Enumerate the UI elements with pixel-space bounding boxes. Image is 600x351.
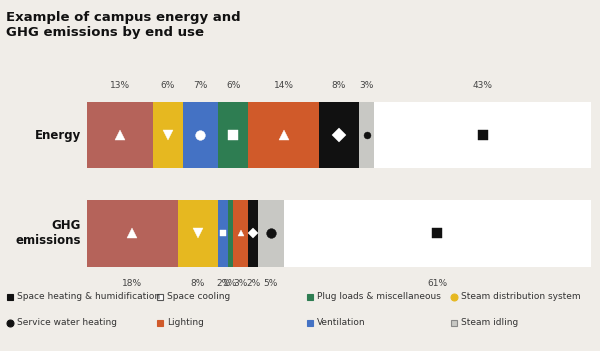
Text: Service water heating: Service water heating (17, 318, 117, 327)
Bar (218, 200, 228, 267)
Text: Energy: Energy (35, 128, 81, 142)
Text: Plug loads & miscellaneous: Plug loads & miscellaneous (317, 292, 440, 301)
Text: Example of campus energy and
GHG emissions by end use: Example of campus energy and GHG emissio… (6, 11, 241, 39)
Text: Lighting: Lighting (167, 318, 203, 327)
Text: 61%: 61% (427, 279, 448, 288)
Bar (259, 200, 284, 267)
Text: 3%: 3% (359, 81, 374, 90)
Bar (87, 102, 152, 168)
Bar (374, 102, 591, 168)
Bar (233, 200, 248, 267)
Text: Steam idling: Steam idling (461, 318, 518, 327)
Text: Space cooling: Space cooling (167, 292, 230, 301)
Text: 7%: 7% (193, 81, 208, 90)
Bar (178, 200, 218, 267)
Text: 14%: 14% (274, 81, 293, 90)
Bar (228, 200, 233, 267)
Text: Space heating & humidification: Space heating & humidification (17, 292, 160, 301)
Text: 2%: 2% (246, 279, 260, 288)
Bar (248, 200, 259, 267)
Bar (183, 102, 218, 168)
Bar (319, 102, 359, 168)
Text: 18%: 18% (122, 279, 142, 288)
Text: 1%: 1% (223, 279, 238, 288)
Bar (152, 102, 183, 168)
Text: 8%: 8% (332, 81, 346, 90)
Text: Ventilation: Ventilation (317, 318, 365, 327)
Text: 3%: 3% (233, 279, 248, 288)
Bar (218, 102, 248, 168)
Text: 2%: 2% (216, 279, 230, 288)
Text: 6%: 6% (226, 81, 241, 90)
Bar (284, 200, 591, 267)
Bar (87, 200, 178, 267)
Text: GHG
emissions: GHG emissions (16, 219, 81, 247)
Text: 13%: 13% (110, 81, 130, 90)
Text: 6%: 6% (160, 81, 175, 90)
Text: 5%: 5% (264, 279, 278, 288)
Text: Steam distribution system: Steam distribution system (461, 292, 580, 301)
Text: 43%: 43% (473, 81, 493, 90)
Text: 8%: 8% (191, 279, 205, 288)
Bar (359, 102, 374, 168)
Bar (248, 102, 319, 168)
